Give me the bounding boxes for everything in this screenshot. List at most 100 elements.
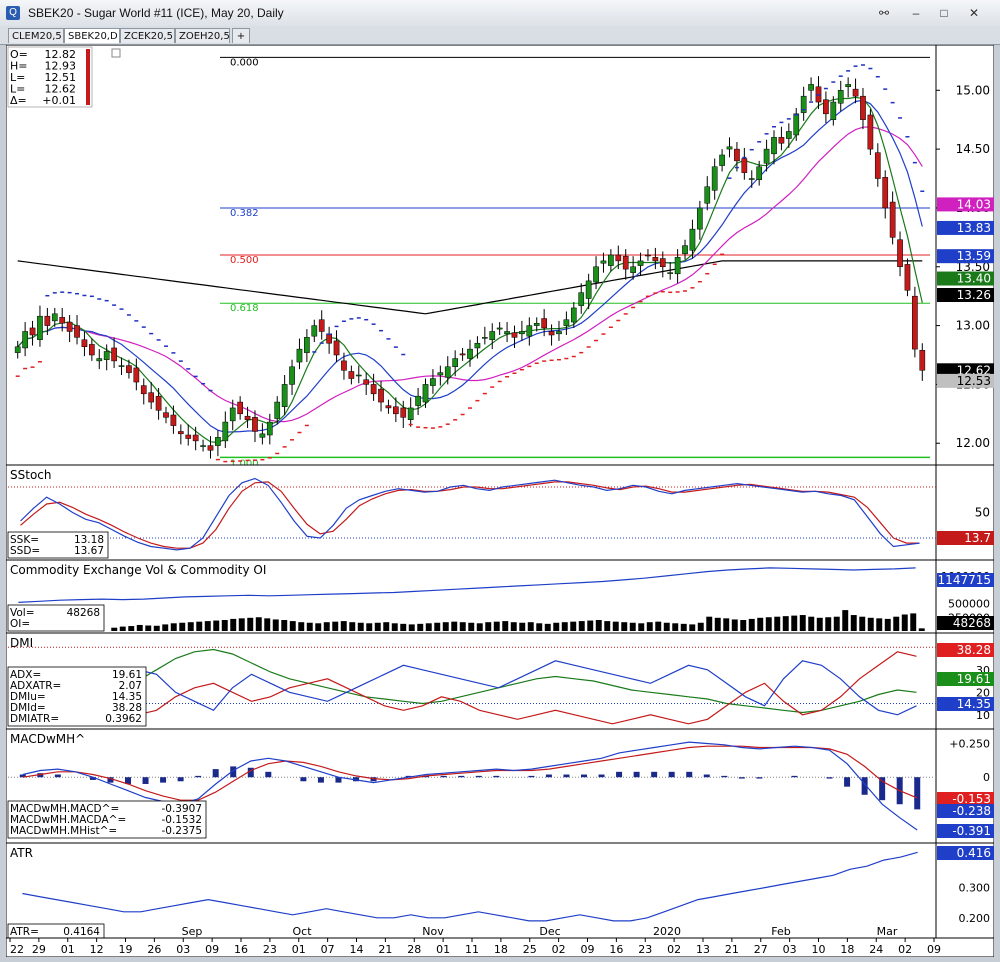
candle-down: [393, 406, 399, 415]
tab-zcek20[interactable]: ZCEK20,5: [120, 28, 175, 43]
macd-histogram-bar: [861, 777, 868, 795]
minimize-icon[interactable]: –: [912, 6, 920, 20]
volume-bar: [485, 622, 492, 631]
macd-histogram-bar: [54, 774, 61, 778]
fib-label: 0.500: [230, 255, 259, 266]
x-tick-label: 09: [927, 943, 941, 956]
candle-down: [860, 95, 866, 120]
macd-legend-value: -0.2375: [161, 825, 202, 837]
ohlc-value: 12.51: [45, 71, 77, 84]
price-right-label-bg: [937, 249, 994, 264]
stoch-legend-label: SSD=: [10, 545, 40, 557]
candle-up: [674, 257, 681, 275]
macd-histogram-bar: [528, 775, 535, 778]
tab-sbek20[interactable]: SBEK20,D: [64, 28, 120, 43]
volume-bar: [706, 616, 713, 631]
volume-bar: [612, 621, 619, 631]
volume-bar: [289, 621, 296, 631]
candle-down: [874, 152, 881, 179]
candle-up: [118, 365, 125, 367]
x-tick-label: 23: [638, 943, 652, 956]
candle-up: [481, 337, 488, 339]
price-right-label: 13.83: [957, 221, 991, 235]
chart-area[interactable]: 15.0014.5014.0013.5013.0012.5012.000.000…: [5, 44, 995, 958]
candle-down: [59, 317, 66, 324]
candle-down: [140, 385, 147, 395]
stochastic-panel[interactable]: SStoch 50 13.7 SSK= 13.18 SSD= 13.67: [5, 464, 995, 561]
tab-clem20[interactable]: CLEM20,5: [8, 28, 64, 43]
x-tick-label: 18: [840, 943, 854, 956]
candle-down: [741, 158, 748, 173]
link-icon[interactable]: ⚯: [878, 6, 890, 20]
x-tick-label: 11: [465, 943, 479, 956]
candle-up: [585, 280, 592, 299]
candle-down: [867, 114, 874, 150]
vol-legend-label: Vol=: [10, 607, 35, 619]
candle-down: [511, 332, 518, 338]
atr-panel[interactable]: ATR 0.300 0.200 0.416 ATR= 0.4164: [5, 842, 995, 940]
volume-bar: [510, 622, 517, 631]
volume-panel[interactable]: Commodity Exchange Vol & Commodity OI100…: [5, 559, 995, 634]
price-panel[interactable]: 15.0014.5014.0013.5013.0012.5012.000.000…: [5, 44, 995, 469]
volume-bar: [833, 616, 840, 631]
macd-legend-value: -0.1532: [161, 814, 202, 826]
candle-up: [800, 95, 807, 113]
candle-down: [44, 315, 51, 326]
macd-right-label-bg: [937, 792, 994, 806]
candle-up: [311, 325, 318, 337]
volume-bar: [663, 622, 670, 631]
candle-down: [645, 254, 651, 257]
macd-right-label-bg: [937, 804, 994, 818]
volume-bar: [179, 622, 186, 631]
dmi-legend-value: 38.28: [112, 702, 142, 714]
price-right-label-bg: [937, 197, 994, 212]
volume-bar: [145, 625, 152, 631]
candle-down: [348, 371, 355, 379]
price-right-label: 12.62: [957, 363, 991, 377]
volume-bar: [519, 622, 526, 631]
ohlc-box-close-icon: [111, 48, 121, 58]
candle-down: [378, 388, 384, 403]
candle-down: [148, 392, 155, 403]
macd-histogram-bar: [125, 777, 131, 784]
dmi-legend-value: 14.35: [112, 691, 142, 703]
volume-bar: [723, 618, 730, 631]
volume-bar: [187, 622, 194, 631]
maximize-icon[interactable]: □: [940, 6, 948, 20]
dmi-right-label-bg: [937, 697, 994, 711]
x-tick-label: 19: [119, 943, 133, 956]
candle-down: [541, 318, 547, 329]
candle-down: [155, 395, 162, 411]
volume-bar: [468, 622, 475, 631]
macd-histogram-bar: [721, 775, 728, 778]
x-tick-label: 09: [205, 943, 219, 956]
atr-right-label-bg: [937, 846, 994, 860]
dmi-title: DMI: [10, 636, 33, 650]
candle-down: [385, 405, 392, 409]
dmi-right-label: 14.35: [957, 697, 991, 711]
add-tab-button[interactable]: +: [232, 28, 250, 43]
price-right-label: 14.03: [957, 197, 991, 211]
atr-legend-label: ATR=: [10, 926, 39, 938]
macd-histogram-bar: [545, 774, 552, 778]
macd-histogram-bar: [668, 771, 675, 778]
candle-down: [548, 331, 555, 336]
ohlc-value: +0.01: [42, 94, 76, 107]
macd-panel[interactable]: MACDwMH^ +0.250 0 -0.153-0.238 -0.391 MACDwMH…: [5, 728, 995, 844]
candle-up: [785, 131, 792, 139]
volume-bar: [604, 621, 611, 631]
candle-down: [192, 434, 199, 442]
candle-down: [904, 264, 911, 291]
candle-up: [355, 374, 362, 377]
volume-bar: [536, 623, 543, 631]
close-icon[interactable]: ✕: [968, 6, 980, 20]
price-right-label: 13.59: [957, 249, 991, 263]
candle-down: [778, 137, 785, 144]
volume-bar: [782, 616, 789, 631]
candle-up: [422, 384, 429, 403]
candle-up: [556, 331, 562, 335]
month-label: Oct: [292, 925, 312, 938]
candle-down: [341, 360, 347, 371]
tab-zoeh20[interactable]: ZOEH20,5: [175, 28, 230, 43]
